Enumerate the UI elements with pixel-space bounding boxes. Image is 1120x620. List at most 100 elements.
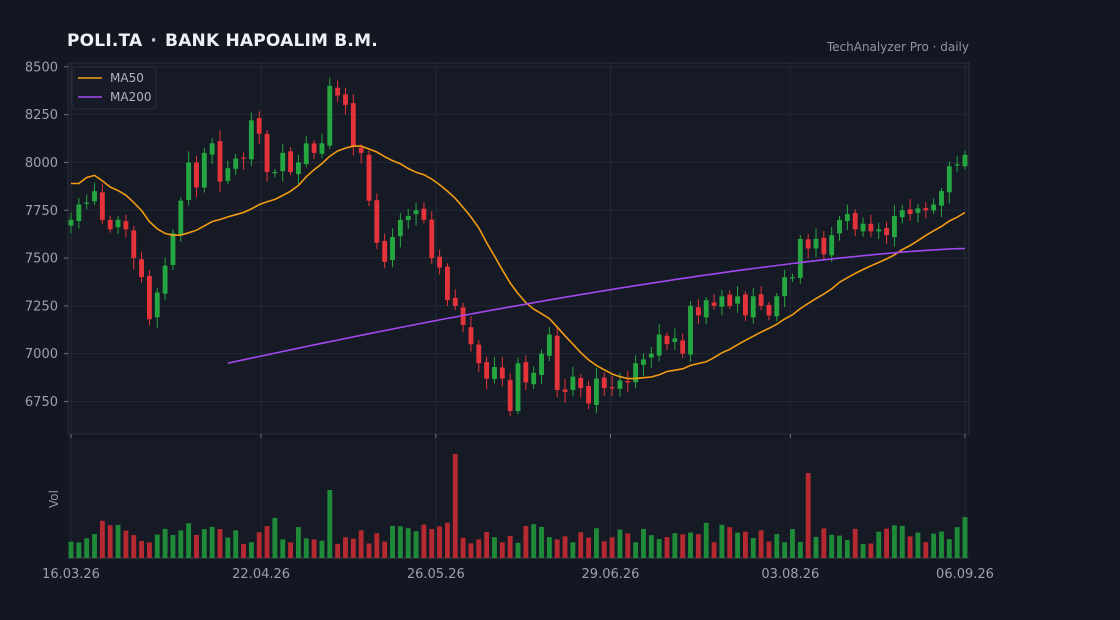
- candle-body: [303, 143, 309, 165]
- candle-body: [962, 154, 968, 167]
- candle-body: [554, 335, 560, 391]
- candle-body: [813, 238, 819, 249]
- candle-body: [256, 118, 262, 134]
- volume-bar: [797, 541, 803, 558]
- candle-body: [570, 376, 576, 390]
- candle-body: [123, 221, 129, 230]
- candle-body: [484, 362, 490, 379]
- candle-body: [68, 219, 74, 226]
- candle-body: [476, 344, 482, 364]
- candle-body: [899, 210, 905, 218]
- volume-bar: [437, 526, 443, 558]
- volume-bar: [586, 537, 592, 558]
- candle-body: [805, 239, 811, 249]
- volume-bar: [146, 542, 152, 558]
- candle-body: [852, 213, 858, 230]
- candle-body: [884, 228, 890, 236]
- volume-bar: [688, 532, 693, 558]
- candle-body: [546, 334, 552, 356]
- candle-body: [735, 296, 741, 304]
- candle-body: [84, 202, 90, 204]
- volume-bar: [280, 539, 286, 558]
- candle-body: [170, 233, 176, 266]
- volume-bar: [194, 534, 199, 558]
- candle-body: [437, 256, 443, 268]
- candle-body: [648, 353, 654, 358]
- volume-bar: [680, 534, 686, 558]
- volume-bar: [366, 543, 372, 558]
- chart-title: POLI.TA · BANK HAPOALIM B.M.: [67, 31, 378, 51]
- volume-bar: [476, 539, 482, 558]
- volume-bar: [178, 530, 184, 558]
- candle-body: [664, 335, 670, 345]
- candle-body: [499, 367, 505, 379]
- volume-bar: [899, 525, 905, 558]
- volume-bar: [248, 542, 254, 558]
- candle-body: [907, 209, 913, 215]
- y-tick-label: 7000: [25, 347, 58, 362]
- volume-bar: [766, 541, 772, 558]
- candle-body: [821, 237, 827, 255]
- y-tick-label: 8250: [25, 108, 58, 123]
- candle-body: [350, 103, 356, 148]
- candle-body: [335, 87, 341, 96]
- y-tick-label: 8500: [25, 60, 58, 75]
- y-tick-label: 6750: [25, 395, 58, 410]
- candle-body: [617, 380, 623, 389]
- candle-body: [939, 191, 944, 206]
- candle-body: [131, 230, 137, 259]
- candle-body: [162, 265, 168, 294]
- candle-body: [492, 367, 497, 380]
- volume-bar: [633, 542, 639, 558]
- candle-body: [358, 147, 364, 153]
- candle-body: [382, 240, 388, 262]
- candle-body: [139, 259, 145, 278]
- candle-body: [860, 223, 866, 232]
- candle-body: [319, 143, 325, 154]
- candle-body: [641, 359, 646, 365]
- candle-body: [390, 237, 395, 261]
- volume-bar: [452, 454, 458, 558]
- candle-body: [311, 143, 317, 153]
- volume-bar: [884, 528, 890, 558]
- candle-body: [194, 162, 199, 188]
- candle-body: [703, 300, 709, 318]
- volume-bar: [421, 524, 427, 558]
- provider-label: TechAnalyzer Pro · daily: [826, 40, 969, 54]
- volume-bar: [139, 540, 145, 558]
- volume-bar: [711, 542, 717, 558]
- candle-body: [280, 152, 286, 172]
- candle-body: [923, 207, 929, 211]
- volume-bar: [876, 531, 882, 558]
- volume-bar: [735, 532, 741, 558]
- candle-body: [468, 327, 474, 345]
- volume-bar: [656, 539, 662, 558]
- candle-body: [405, 215, 411, 221]
- candle-body: [523, 362, 529, 383]
- volume-bar: [758, 530, 764, 558]
- volume-bar: [162, 528, 168, 558]
- volume-bar: [837, 535, 842, 558]
- candle-body: [766, 304, 772, 316]
- candle-body: [782, 277, 788, 297]
- volume-bar: [868, 543, 874, 558]
- candle-body: [92, 191, 97, 202]
- volume-bar: [201, 529, 207, 558]
- candle-body: [107, 219, 113, 230]
- title-separator: ·: [150, 31, 158, 51]
- y-tick-label: 7500: [25, 252, 58, 267]
- volume-bar: [272, 517, 278, 558]
- volume-bar: [319, 540, 325, 558]
- volume-bar: [601, 541, 607, 558]
- legend-label-ma50: MA50: [110, 71, 144, 85]
- volume-axis-label: Vol: [47, 490, 61, 508]
- volume-bar: [523, 525, 529, 558]
- volume-bar: [844, 539, 850, 558]
- candle-body: [507, 380, 513, 412]
- candle-body: [609, 387, 615, 389]
- volume-bar: [468, 543, 474, 558]
- volume-bar: [264, 526, 270, 558]
- candle-body: [672, 338, 678, 342]
- candle-body: [295, 162, 301, 175]
- volume-bar: [593, 528, 599, 558]
